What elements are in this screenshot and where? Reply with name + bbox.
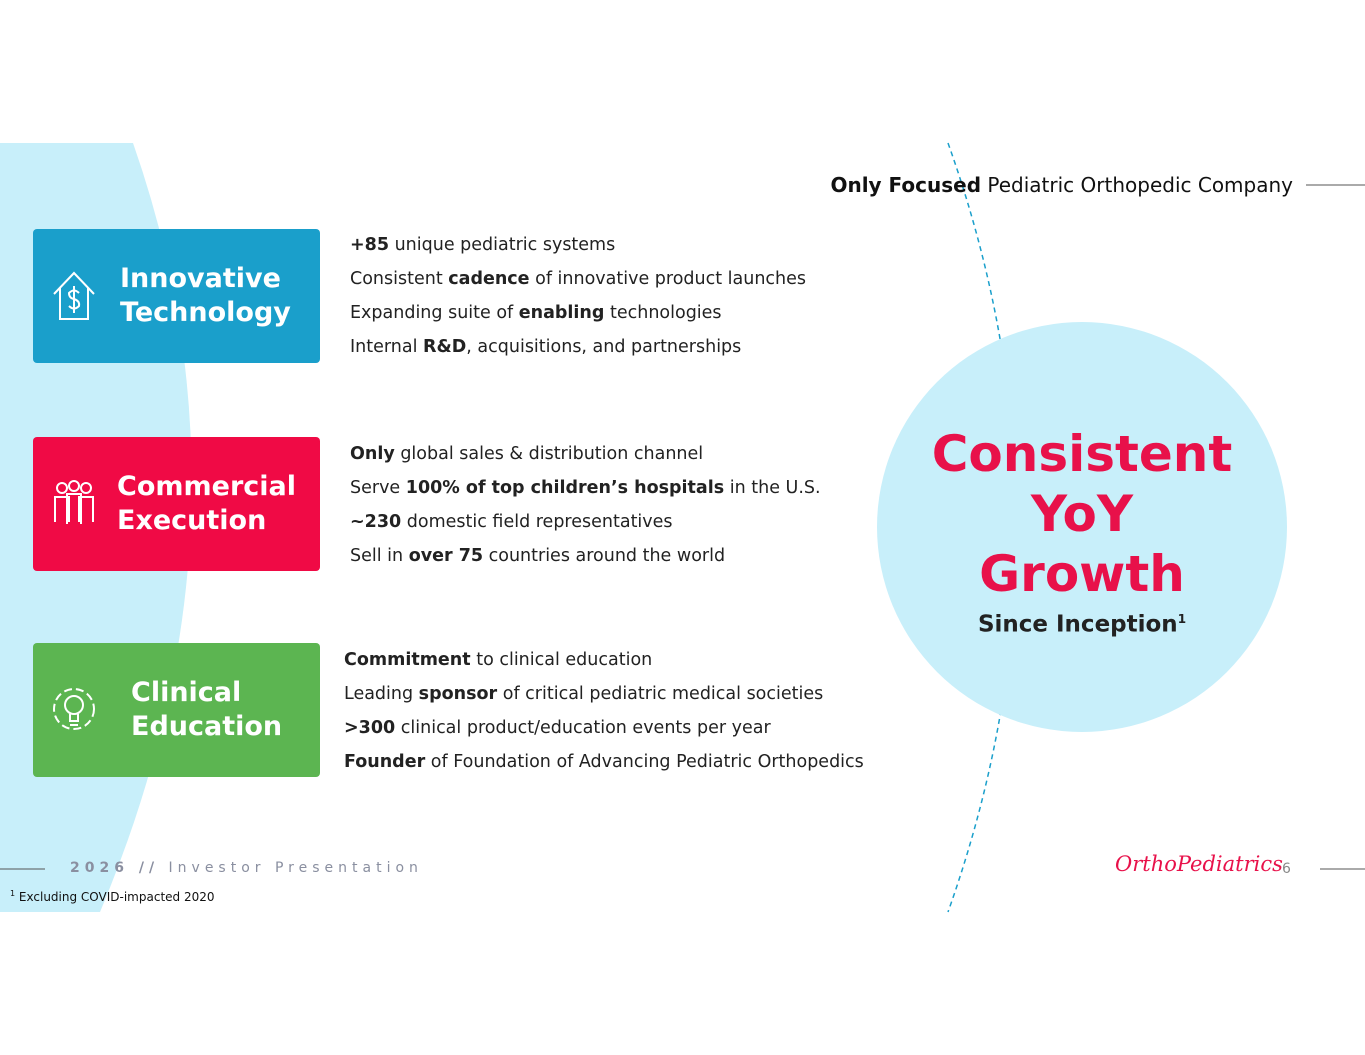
growth-line: YoY [1030,485,1134,543]
bullet-run: Internal [350,337,424,357]
bullet-run: domestic field representatives [401,512,673,532]
growth-circle [877,322,1287,732]
bullet-run: clinical product/education events per ye… [395,718,771,738]
since-text: Since Inception [977,611,1178,638]
bullet-run: sponsor [418,684,498,704]
footer-label: 2026 // Investor Presentation [70,860,423,876]
pillar-title-line: Execution [117,505,267,536]
bullet-run: global sales & distribution channel [394,444,704,464]
bullet: ~230 domestic field representatives [350,510,673,534]
bullet-run: countries around the world [483,546,726,566]
bullet: Only global sales & distribution channel [350,442,703,466]
header: Only Focused Pediatric Orthopedic Compan… [830,173,1293,197]
bullet-run: R&D [423,337,467,357]
bullet: Consistent cadence of innovative product… [350,267,806,291]
footnote-text: Excluding COVID-impacted 2020 [18,890,215,904]
header-bold: Only Focused [830,173,982,197]
bullet-run: of critical pediatric medical societies [497,684,824,704]
pillar-box [33,229,320,363]
bullet-run: ~230 [350,512,402,532]
page-number: 6 [1282,861,1291,877]
bullet: Sell in over 75 countries around the wor… [350,544,725,568]
bullet-run: Expanding suite of [350,303,519,323]
bullet-run: over 75 [408,546,484,566]
bullet-run: Serve [350,478,406,498]
bullet-run: +85 [350,235,390,255]
pillar-title: Commercial Execution [117,470,296,538]
bullet-run: Consistent [350,269,449,289]
pillar-title-line: Technology [120,297,291,328]
bullet-run: 100% of top children’s hospitals [405,478,725,498]
icon-house [53,271,95,320]
bullet: +85 unique pediatric systems [350,233,615,257]
bullet-run: unique pediatric systems [389,235,616,255]
bullet: Serve 100% of top children’s hospitals i… [350,476,821,500]
pillar-title-line: Innovative [120,263,281,294]
bullet-run: Founder [344,752,426,772]
bullet-run: Commitment [344,650,471,670]
bullet-run: Sell in [350,546,409,566]
pillar-title: Innovative Technology [120,262,291,330]
bullet-run: of innovative product launches [529,269,807,289]
dashed-arc [947,142,1018,913]
header-text: Pediatric Orthopedic Company [987,173,1293,197]
footer-text: Investor Presentation [168,860,423,876]
bullet: Founder of Foundation of Advancing Pedia… [344,750,864,774]
bullet-run: of Foundation of Advancing Pediatric Ort… [425,752,864,772]
bullet-run: cadence [448,269,530,289]
footnote-marker: 1 [1177,612,1187,626]
bullet-run: enabling [518,303,605,323]
bullet-run: >300 [344,718,396,738]
footnote: 1 Excluding COVID-impacted 2020 [10,889,215,904]
growth-line: Growth [979,545,1185,603]
bullet: Internal R&D, acquisitions, and partners… [350,335,741,359]
growth-since: Since Inception1 [877,604,1287,640]
footnote-marker: 1 [10,889,16,898]
bullet-run: Leading [344,684,419,704]
bullet-run: , acquisitions, and partnerships [466,337,742,357]
growth-heading: Consistent YoY Growth Since Inception1 [877,424,1287,640]
footer-year: 2026 // [70,860,160,876]
bullet: >300 clinical product/education events p… [344,716,771,740]
pillar-title: Clinical Education [131,676,282,744]
icon-people [54,480,94,524]
bullet: Leading sponsor of critical pediatric me… [344,682,823,706]
pillar-box [33,643,320,777]
bullet: Expanding suite of enabling technologies [350,301,722,325]
pillar-title-line: Commercial [117,471,296,502]
bullet-run: technologies [604,303,722,323]
growth-line: Consistent [931,425,1233,483]
pillar-title-line: Education [131,711,283,742]
bullet-run: Only [350,444,395,464]
bullet-run: to clinical education [470,650,653,670]
bullet-run: in the U.S. [724,478,821,498]
bullet: Commitment to clinical education [344,648,652,672]
pillar-box [33,437,320,571]
icon-bulb [53,688,95,730]
logo: OrthoPediatrics [1115,852,1283,876]
pillar-title-line: Clinical [131,677,242,708]
